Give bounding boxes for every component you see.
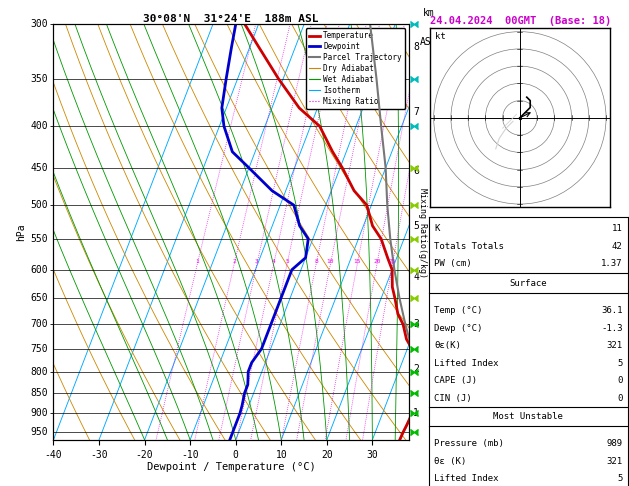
Text: 3: 3 — [413, 319, 419, 330]
Text: θε (K): θε (K) — [434, 457, 466, 466]
Text: 2: 2 — [232, 259, 236, 264]
Text: hPa: hPa — [16, 223, 26, 241]
Text: CAPE (J): CAPE (J) — [434, 376, 477, 385]
Text: ASL: ASL — [420, 37, 437, 47]
Text: 11: 11 — [612, 224, 623, 233]
Text: 1: 1 — [413, 408, 419, 417]
Text: Pressure (mb): Pressure (mb) — [434, 439, 504, 448]
Text: Surface: Surface — [509, 279, 547, 288]
Text: 300: 300 — [31, 19, 48, 29]
Text: 600: 600 — [31, 265, 48, 275]
Text: -1.3: -1.3 — [601, 324, 623, 333]
Text: 0: 0 — [617, 376, 623, 385]
Text: 700: 700 — [31, 319, 48, 330]
Text: 4: 4 — [413, 272, 419, 282]
Text: Lifted Index: Lifted Index — [434, 359, 499, 368]
Text: 5: 5 — [413, 221, 419, 231]
Text: 400: 400 — [31, 121, 48, 131]
Text: Temp (°C): Temp (°C) — [434, 306, 482, 315]
Text: 1: 1 — [196, 259, 199, 264]
Text: 10: 10 — [327, 259, 334, 264]
Text: 5: 5 — [617, 359, 623, 368]
Text: 1.37: 1.37 — [601, 259, 623, 268]
Text: 550: 550 — [31, 234, 48, 244]
Text: 950: 950 — [31, 428, 48, 437]
Text: Mixing Ratio(g/kg): Mixing Ratio(g/kg) — [418, 188, 427, 278]
Text: 989: 989 — [606, 439, 623, 448]
Text: 500: 500 — [31, 200, 48, 210]
Text: 800: 800 — [31, 366, 48, 377]
Text: 900: 900 — [31, 408, 48, 418]
Text: 8: 8 — [413, 42, 419, 52]
Text: 8: 8 — [314, 259, 318, 264]
Text: 850: 850 — [31, 388, 48, 398]
Text: kt: kt — [435, 32, 446, 40]
Text: 650: 650 — [31, 293, 48, 303]
Text: 42: 42 — [612, 242, 623, 251]
Text: 5: 5 — [285, 259, 289, 264]
Text: 2: 2 — [413, 364, 419, 374]
Text: Totals Totals: Totals Totals — [434, 242, 504, 251]
Text: km: km — [423, 8, 434, 18]
Title: 30°08'N  31°24'E  188m ASL: 30°08'N 31°24'E 188m ASL — [143, 14, 319, 23]
Text: 15: 15 — [353, 259, 361, 264]
Text: K: K — [434, 224, 440, 233]
Text: 0: 0 — [617, 394, 623, 403]
Text: 36.1: 36.1 — [601, 306, 623, 315]
Text: θε(K): θε(K) — [434, 341, 461, 350]
Text: 750: 750 — [31, 344, 48, 354]
Legend: Temperature, Dewpoint, Parcel Trajectory, Dry Adiabat, Wet Adiabat, Isotherm, Mi: Temperature, Dewpoint, Parcel Trajectory… — [306, 28, 405, 109]
Text: Most Unstable: Most Unstable — [493, 412, 564, 421]
Text: 4: 4 — [272, 259, 276, 264]
Text: PW (cm): PW (cm) — [434, 259, 472, 268]
Text: 6: 6 — [413, 166, 419, 176]
Text: 3: 3 — [255, 259, 259, 264]
X-axis label: Dewpoint / Temperature (°C): Dewpoint / Temperature (°C) — [147, 462, 316, 472]
Text: 20: 20 — [373, 259, 381, 264]
Text: 321: 321 — [606, 457, 623, 466]
Text: 321: 321 — [606, 341, 623, 350]
Text: 24.04.2024  00GMT  (Base: 18): 24.04.2024 00GMT (Base: 18) — [430, 16, 611, 26]
Text: Dewp (°C): Dewp (°C) — [434, 324, 482, 333]
Text: 7: 7 — [413, 107, 419, 117]
Text: 450: 450 — [31, 163, 48, 173]
Text: 350: 350 — [31, 74, 48, 84]
Text: 25: 25 — [389, 259, 396, 264]
Text: CIN (J): CIN (J) — [434, 394, 472, 403]
Text: 5: 5 — [617, 474, 623, 483]
Text: Lifted Index: Lifted Index — [434, 474, 499, 483]
